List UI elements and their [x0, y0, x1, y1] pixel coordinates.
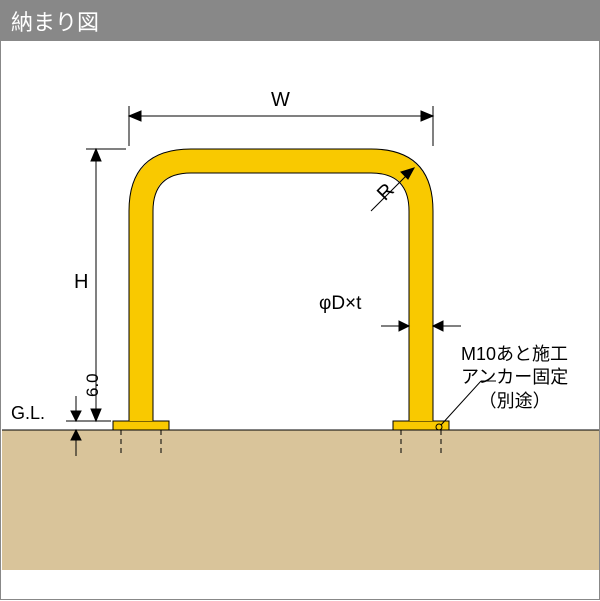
anchor-note: M10あと施工 アンカー固定 （別途） [461, 343, 568, 413]
diagram-svg [1, 41, 600, 601]
base-plate-right [393, 421, 449, 430]
label-h: H [74, 271, 88, 294]
diagram-area: W H R φD×t 6.0 G.L. M10あと施工 アンカー固定 （別途） [1, 41, 599, 601]
title-text: 納まり図 [11, 10, 99, 35]
note-line1: M10あと施工 [461, 343, 568, 366]
pipe-inner-edge [153, 173, 409, 421]
dim-w [129, 106, 433, 146]
label-plate-height: 6.0 [83, 373, 103, 397]
label-diameter: φD×t [319, 293, 361, 315]
note-line3: （別途） [461, 390, 568, 413]
title-bar: 納まり図 [1, 1, 599, 41]
base-plate-left [113, 421, 169, 430]
label-w: W [271, 89, 290, 112]
label-gl: G.L. [11, 403, 45, 424]
pipe-fill [141, 161, 421, 421]
ground-fill [2, 430, 599, 570]
note-line2: アンカー固定 [461, 366, 568, 389]
